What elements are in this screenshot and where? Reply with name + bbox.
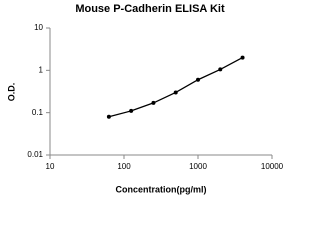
chart-title: Mouse P-Cadherin ELISA Kit: [75, 3, 225, 15]
data-point: [151, 100, 156, 105]
chart: Mouse P-Cadherin ELISA Kit Concentration…: [6, 3, 284, 194]
data-point: [240, 55, 245, 60]
data-point: [106, 114, 111, 119]
y-tick-label: 0.1: [32, 108, 44, 117]
x-tick-label: 1000: [189, 162, 207, 171]
x-axis-title: Concentration(pg/ml): [116, 184, 207, 194]
y-tick-label: 1: [39, 65, 44, 74]
series-line: [108, 57, 243, 118]
x-tick-label: 100: [117, 162, 131, 171]
data-point: [129, 108, 134, 113]
page: Mouse P-Cadherin ELISA Kit Concentration…: [6, 2, 284, 195]
y-tick-label: 0.01: [27, 150, 43, 159]
data-point: [218, 67, 223, 72]
x-tick-label: 10: [46, 162, 55, 171]
data-point: [173, 90, 178, 95]
x-tick-label: 10000: [261, 162, 284, 171]
data-point: [196, 77, 200, 82]
y-axis-title: O.D.: [6, 83, 16, 102]
y-tick-label: 10: [34, 23, 43, 32]
